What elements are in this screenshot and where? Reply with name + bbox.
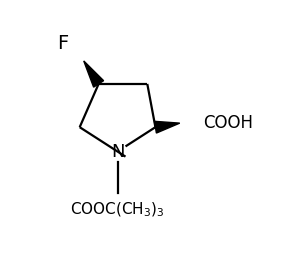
Polygon shape xyxy=(154,121,180,133)
Polygon shape xyxy=(84,61,103,87)
Text: N: N xyxy=(111,142,124,161)
Text: COOH: COOH xyxy=(203,114,253,132)
Text: COOC(CH$_3$)$_3$: COOC(CH$_3$)$_3$ xyxy=(70,200,165,219)
Text: F: F xyxy=(57,34,68,53)
